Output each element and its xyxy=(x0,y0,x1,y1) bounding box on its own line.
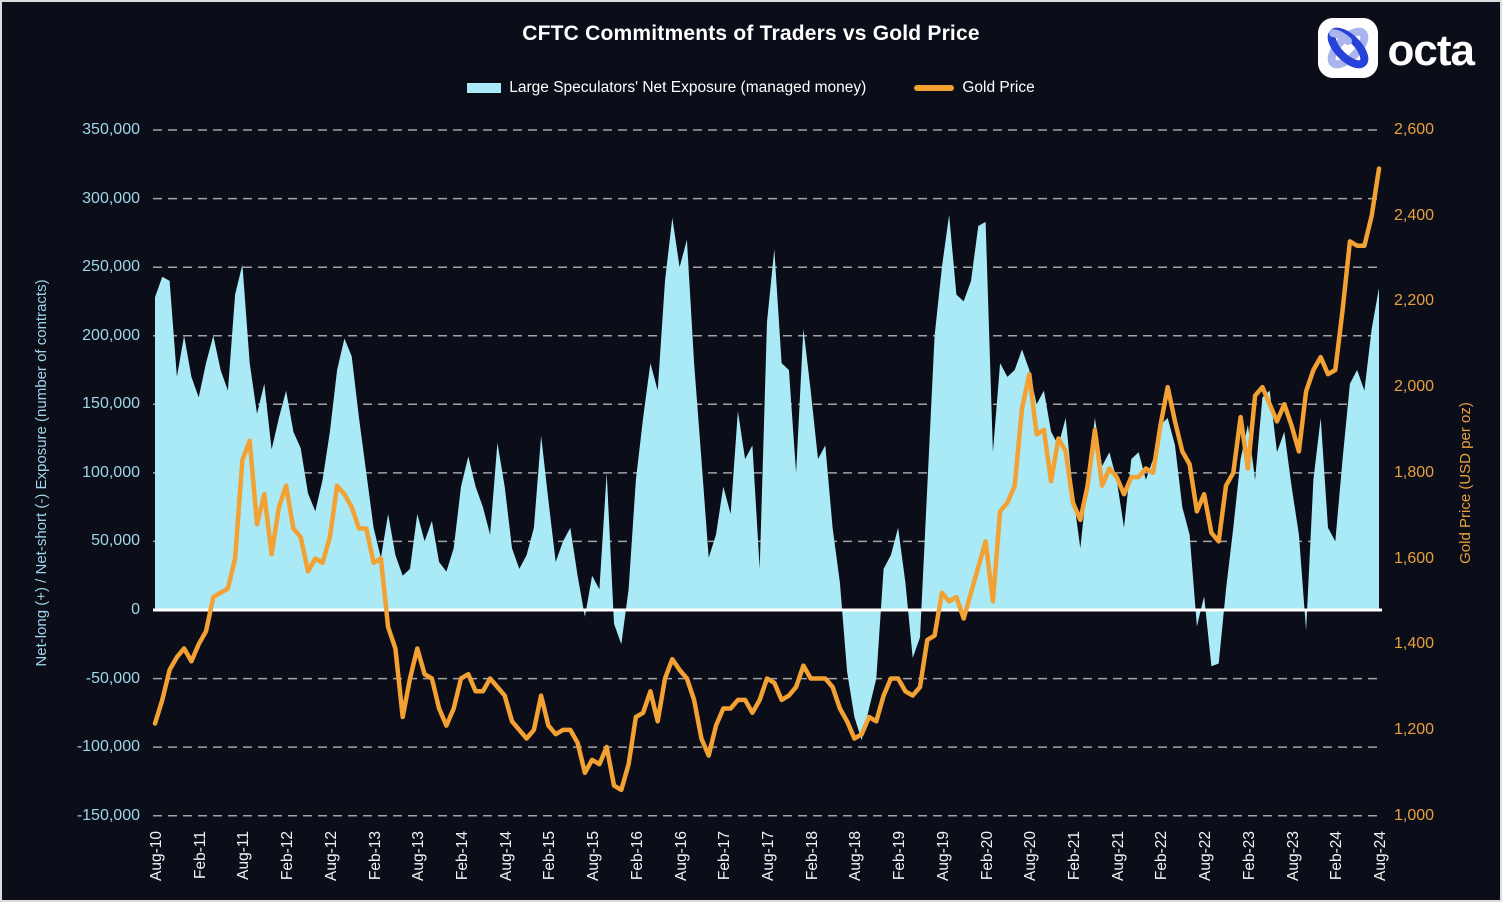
x-tick-label: Feb-16 xyxy=(629,831,646,881)
x-tick-label: Aug-16 xyxy=(673,831,690,881)
left-tick-label: 0 xyxy=(131,601,140,618)
legend: Large Speculators' Net Exposure (managed… xyxy=(2,79,1500,97)
left-tick-label: 100,000 xyxy=(82,464,140,481)
x-tick-label: Feb-12 xyxy=(279,831,296,881)
left-tick-label: -100,000 xyxy=(76,738,140,755)
x-tick-label: Aug-24 xyxy=(1372,831,1389,881)
left-tick-label: 150,000 xyxy=(82,395,140,412)
right-tick-label: 1,200 xyxy=(1394,721,1435,738)
x-tick-label: Feb-17 xyxy=(716,831,733,881)
left-tick-label: 350,000 xyxy=(82,121,140,138)
left-tick-label: -50,000 xyxy=(85,670,140,687)
x-tick-label: Feb-15 xyxy=(541,831,558,881)
octa-logo-text: octa xyxy=(1387,25,1475,75)
x-tick-label: Aug-14 xyxy=(498,831,515,881)
left-tick-label: 200,000 xyxy=(82,327,140,344)
right-tick-label: 2,400 xyxy=(1394,207,1435,224)
net-exposure-swatch xyxy=(467,83,502,93)
x-tick-label: Aug-22 xyxy=(1197,831,1214,881)
left-tick-label: 50,000 xyxy=(91,532,140,549)
x-tick-label: Feb-22 xyxy=(1153,831,1170,881)
x-tick-label: Feb-13 xyxy=(367,831,384,881)
left-tick-label: 250,000 xyxy=(82,258,140,275)
x-tick-label: Feb-11 xyxy=(192,831,209,879)
x-tick-label: Aug-19 xyxy=(935,831,952,881)
right-tick-label: 1,800 xyxy=(1394,464,1435,481)
gold-price-label: Gold Price xyxy=(962,79,1035,96)
legend-item-net-exposure: Large Speculators' Net Exposure (managed… xyxy=(467,79,866,97)
left-tick-label: -150,000 xyxy=(76,807,140,824)
x-tick-label: Aug-12 xyxy=(323,831,340,881)
left-tick-label: 300,000 xyxy=(82,190,140,207)
x-tick-label: Feb-14 xyxy=(454,831,471,881)
x-tick-label: Aug-18 xyxy=(847,831,864,881)
gold-price-swatch xyxy=(914,85,955,91)
page-title: CFTC Commitments of Traders vs Gold Pric… xyxy=(522,22,980,45)
x-tick-label: Aug-10 xyxy=(148,831,165,881)
x-tick-label: Aug-13 xyxy=(410,831,427,881)
right-tick-label: 1,000 xyxy=(1394,807,1435,824)
x-tick-label: Feb-23 xyxy=(1241,831,1258,881)
x-tick-label: Feb-21 xyxy=(1066,831,1083,881)
right-tick-label: 1,400 xyxy=(1394,635,1435,652)
x-tick-label: Feb-20 xyxy=(979,831,996,881)
right-tick-label: 2,000 xyxy=(1394,378,1435,395)
x-tick-label: Aug-21 xyxy=(1110,831,1127,881)
x-tick-label: Feb-18 xyxy=(804,831,821,881)
octa-logo: octa xyxy=(1317,18,1475,83)
octa-logo-icon xyxy=(1317,18,1378,83)
right-tick-label: 1,600 xyxy=(1394,550,1435,567)
right-tick-label: 2,200 xyxy=(1394,292,1435,309)
x-tick-label: Feb-19 xyxy=(891,831,908,881)
x-tick-label: Aug-23 xyxy=(1285,831,1302,881)
x-tick-label: Aug-11 xyxy=(235,831,252,880)
x-tick-label: Feb-24 xyxy=(1328,831,1345,881)
right-tick-label: 2,600 xyxy=(1394,121,1435,138)
x-tick-label: Aug-15 xyxy=(585,831,602,881)
x-tick-label: Aug-20 xyxy=(1022,831,1039,881)
legend-item-gold-price: Gold Price xyxy=(914,79,1035,97)
x-tick-label: Aug-17 xyxy=(760,831,777,881)
net-exposure-label: Large Speculators' Net Exposure (managed… xyxy=(509,79,867,96)
